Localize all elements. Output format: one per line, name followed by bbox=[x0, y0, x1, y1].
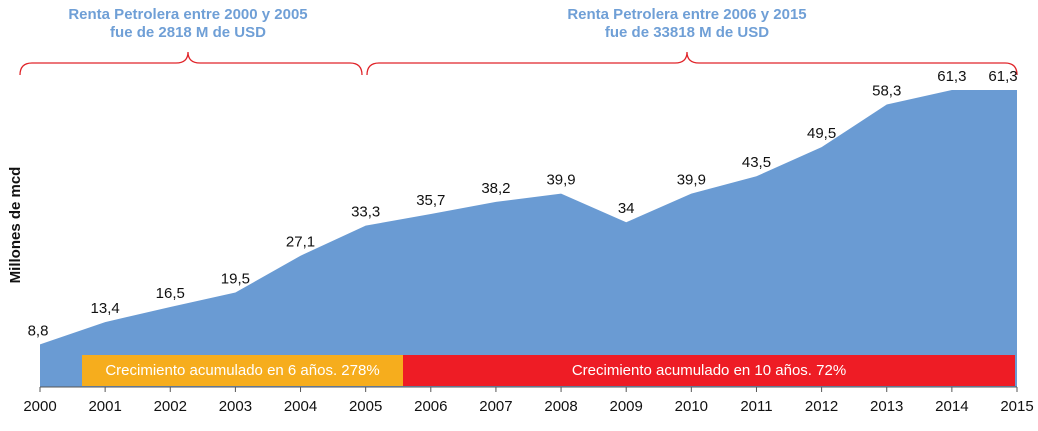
x-tick-label: 2011 bbox=[740, 398, 772, 415]
value-label: 13,4 bbox=[91, 300, 120, 317]
x-tick-label: 2007 bbox=[479, 398, 512, 415]
annotation: Renta Petrolera entre 2000 y 2005 bbox=[68, 6, 307, 23]
value-label: 61,3 bbox=[988, 68, 1017, 85]
value-label: 35,7 bbox=[416, 192, 445, 209]
value-label: 58,3 bbox=[872, 82, 901, 99]
value-label: 16,5 bbox=[156, 285, 185, 302]
value-label: 8,8 bbox=[28, 322, 49, 339]
x-tick-label: 2003 bbox=[219, 398, 252, 415]
bracket bbox=[19, 51, 363, 76]
value-label: 27,1 bbox=[286, 234, 315, 251]
annotation: Renta Petrolera entre 2006 y 2015 bbox=[567, 6, 806, 23]
value-label: 39,9 bbox=[677, 172, 706, 189]
value-label: 39,9 bbox=[546, 172, 575, 189]
area bbox=[40, 89, 1017, 388]
x-tick-label: 2002 bbox=[154, 398, 187, 415]
value-label: 38,2 bbox=[481, 180, 510, 197]
value-label: 49,5 bbox=[807, 125, 836, 142]
x-tick-label: 2012 bbox=[805, 398, 838, 415]
value-label: 61,3 bbox=[937, 68, 966, 85]
x-tick-label: 2005 bbox=[349, 398, 382, 415]
x-tick-label: 2010 bbox=[675, 398, 708, 415]
band bbox=[82, 355, 403, 386]
x-tick-label: 2008 bbox=[544, 398, 577, 415]
value-label: 33,3 bbox=[351, 204, 380, 221]
x-tick-label: 2001 bbox=[88, 398, 121, 415]
x-tick-label: 2006 bbox=[414, 398, 447, 415]
x-tick-label: 2009 bbox=[610, 398, 643, 415]
value-label: 43,5 bbox=[742, 154, 771, 171]
annotation: fue de 2818 M de USD bbox=[110, 24, 266, 41]
band bbox=[403, 355, 1015, 386]
x-tick-label: 2014 bbox=[935, 398, 968, 415]
value-label: 34 bbox=[618, 200, 635, 217]
value-label: 19,5 bbox=[221, 270, 250, 287]
bracket bbox=[366, 51, 1018, 76]
x-tick-label: 2000 bbox=[23, 398, 56, 415]
x-tick-label: 2013 bbox=[870, 398, 903, 415]
annotation: fue de 33818 M de USD bbox=[605, 24, 769, 41]
x-tick-label: 2015 bbox=[1000, 398, 1033, 415]
band-text: Crecimiento acumulado en 10 años. 72% bbox=[572, 362, 846, 379]
band-text: Crecimiento acumulado en 6 años. 278% bbox=[105, 362, 379, 379]
y-axis-label: Millones de mcd bbox=[7, 167, 24, 284]
x-tick-label: 2004 bbox=[284, 398, 317, 415]
